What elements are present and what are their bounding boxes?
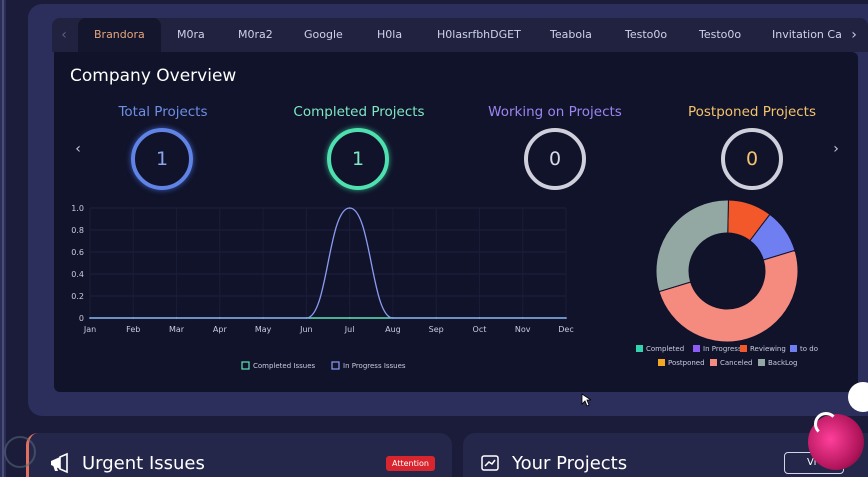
panel-collapse-knob[interactable] — [848, 382, 868, 412]
projects-chart-icon — [481, 455, 499, 471]
stat-total-label: Total Projects — [118, 104, 208, 120]
y-tick-label: 0.8 — [71, 226, 84, 235]
x-tick-label: Aug — [385, 325, 401, 334]
x-tick-label: Nov — [515, 325, 531, 334]
assistant-ring-icon — [814, 412, 838, 436]
data-point — [348, 207, 351, 209]
legend-label: In Progress Issues — [343, 362, 406, 370]
legend-swatch — [710, 359, 717, 366]
x-tick-label: Jul — [344, 325, 355, 334]
tab-brandora[interactable]: Brandora — [78, 18, 161, 52]
donut-slice-canceled — [658, 249, 799, 343]
your-projects-title: Your Projects — [512, 453, 628, 474]
legend-swatch — [636, 345, 643, 352]
scrollbar[interactable] — [2, 0, 4, 477]
stats-prev-arrow-icon[interactable]: ‹ — [75, 141, 81, 157]
legend-swatch — [758, 359, 765, 366]
status-donut-chart: Completed In Progress Reviewing to do Postpo… — [636, 199, 818, 367]
company-tabs: ‹ Brandora M0ra M0ra2 Google H0la H0lasr… — [52, 18, 868, 52]
stat-total-value: 1 — [131, 128, 193, 190]
data-point — [89, 317, 91, 319]
stat-completed-label: Completed Projects — [293, 104, 425, 120]
megaphone-icon — [51, 452, 68, 474]
data-point — [565, 317, 567, 319]
mouse-cursor-icon — [581, 393, 591, 407]
issues-line-chart: 0 0.2 0.4 0.6 0.8 1.0 Jan Feb Mar Apr May Jun Jul Aug… — [71, 204, 573, 370]
donut-slice-backlog — [655, 199, 729, 293]
tab-h0la[interactable]: H0la — [377, 28, 403, 41]
tab-testo0o-2[interactable]: Testo0o — [699, 28, 742, 41]
stat-working-value: 0 — [524, 128, 586, 190]
x-tick-label: Feb — [126, 325, 140, 334]
tabs-right-arrow-icon[interactable]: › — [851, 27, 857, 43]
tab-invitation[interactable]: Invitation Ca — [772, 28, 842, 41]
y-tick-label: 0.4 — [71, 270, 84, 279]
urgent-issues-card — [26, 433, 452, 477]
legend-label: Reviewing — [750, 345, 786, 353]
attention-badge: Attention — [386, 456, 435, 471]
data-point — [435, 317, 437, 319]
legend-label: In Progress — [703, 345, 742, 353]
legend-swatch — [331, 361, 340, 370]
x-tick-label: Apr — [213, 325, 228, 334]
stat-postponed-value: 0 — [721, 128, 783, 190]
stat-completed-value: 1 — [327, 128, 389, 190]
tab-h0lasrfbhdget[interactable]: H0lasrfbhDGET — [437, 28, 521, 41]
x-tick-label: Dec — [558, 325, 573, 334]
legend-label: Canceled — [720, 359, 752, 367]
legend-label: Completed Issues — [253, 362, 316, 370]
data-point — [219, 317, 221, 319]
stats-next-arrow-icon[interactable]: › — [833, 141, 839, 157]
legend-swatch — [693, 345, 700, 352]
legend-swatch — [658, 359, 665, 366]
data-point — [478, 317, 481, 319]
data-point — [262, 317, 264, 319]
tab-testo0o[interactable]: Testo0o — [625, 28, 668, 41]
series-line-in-progress-issues — [90, 207, 566, 319]
legend-swatch — [790, 345, 797, 352]
x-tick-label: May — [255, 325, 272, 334]
tab-m0ra2[interactable]: M0ra2 — [238, 28, 273, 41]
logo-icon — [4, 436, 36, 468]
data-point — [521, 317, 524, 319]
y-tick-label: 0 — [79, 314, 84, 323]
tab-m0ra[interactable]: M0ra — [177, 28, 205, 41]
data-point — [392, 317, 394, 319]
stat-postponed-label: Postponed Projects — [687, 104, 817, 120]
your-projects-card — [463, 433, 868, 477]
x-tick-label: Jan — [83, 325, 96, 334]
tab-teabola[interactable]: Teabola — [550, 28, 592, 41]
y-tick-label: 0.2 — [71, 292, 84, 301]
tab-google[interactable]: Google — [304, 28, 343, 41]
data-point — [348, 317, 351, 319]
legend-label: to do — [800, 345, 818, 353]
y-tick-label: 1.0 — [71, 204, 84, 213]
legend-label: Completed — [646, 345, 684, 353]
legend-swatch — [740, 345, 747, 352]
data-point — [175, 317, 178, 319]
data-point — [132, 317, 135, 319]
y-tick-label: 0.6 — [71, 248, 84, 257]
urgent-issues-title: Urgent Issues — [82, 453, 205, 474]
data-point — [305, 317, 308, 319]
tabs-left-arrow-icon[interactable]: ‹ — [61, 27, 67, 43]
page-title: Company Overview — [70, 66, 237, 86]
x-tick-label: Oct — [473, 325, 487, 334]
x-tick-label: Mar — [169, 325, 185, 334]
legend-label: BackLog — [768, 359, 798, 367]
x-tick-label: Sep — [429, 325, 444, 334]
legend-label: Postponed — [668, 359, 705, 367]
stat-working-label: Working on Projects — [488, 104, 622, 120]
x-tick-label: Jun — [299, 325, 313, 334]
legend-swatch — [241, 361, 250, 370]
